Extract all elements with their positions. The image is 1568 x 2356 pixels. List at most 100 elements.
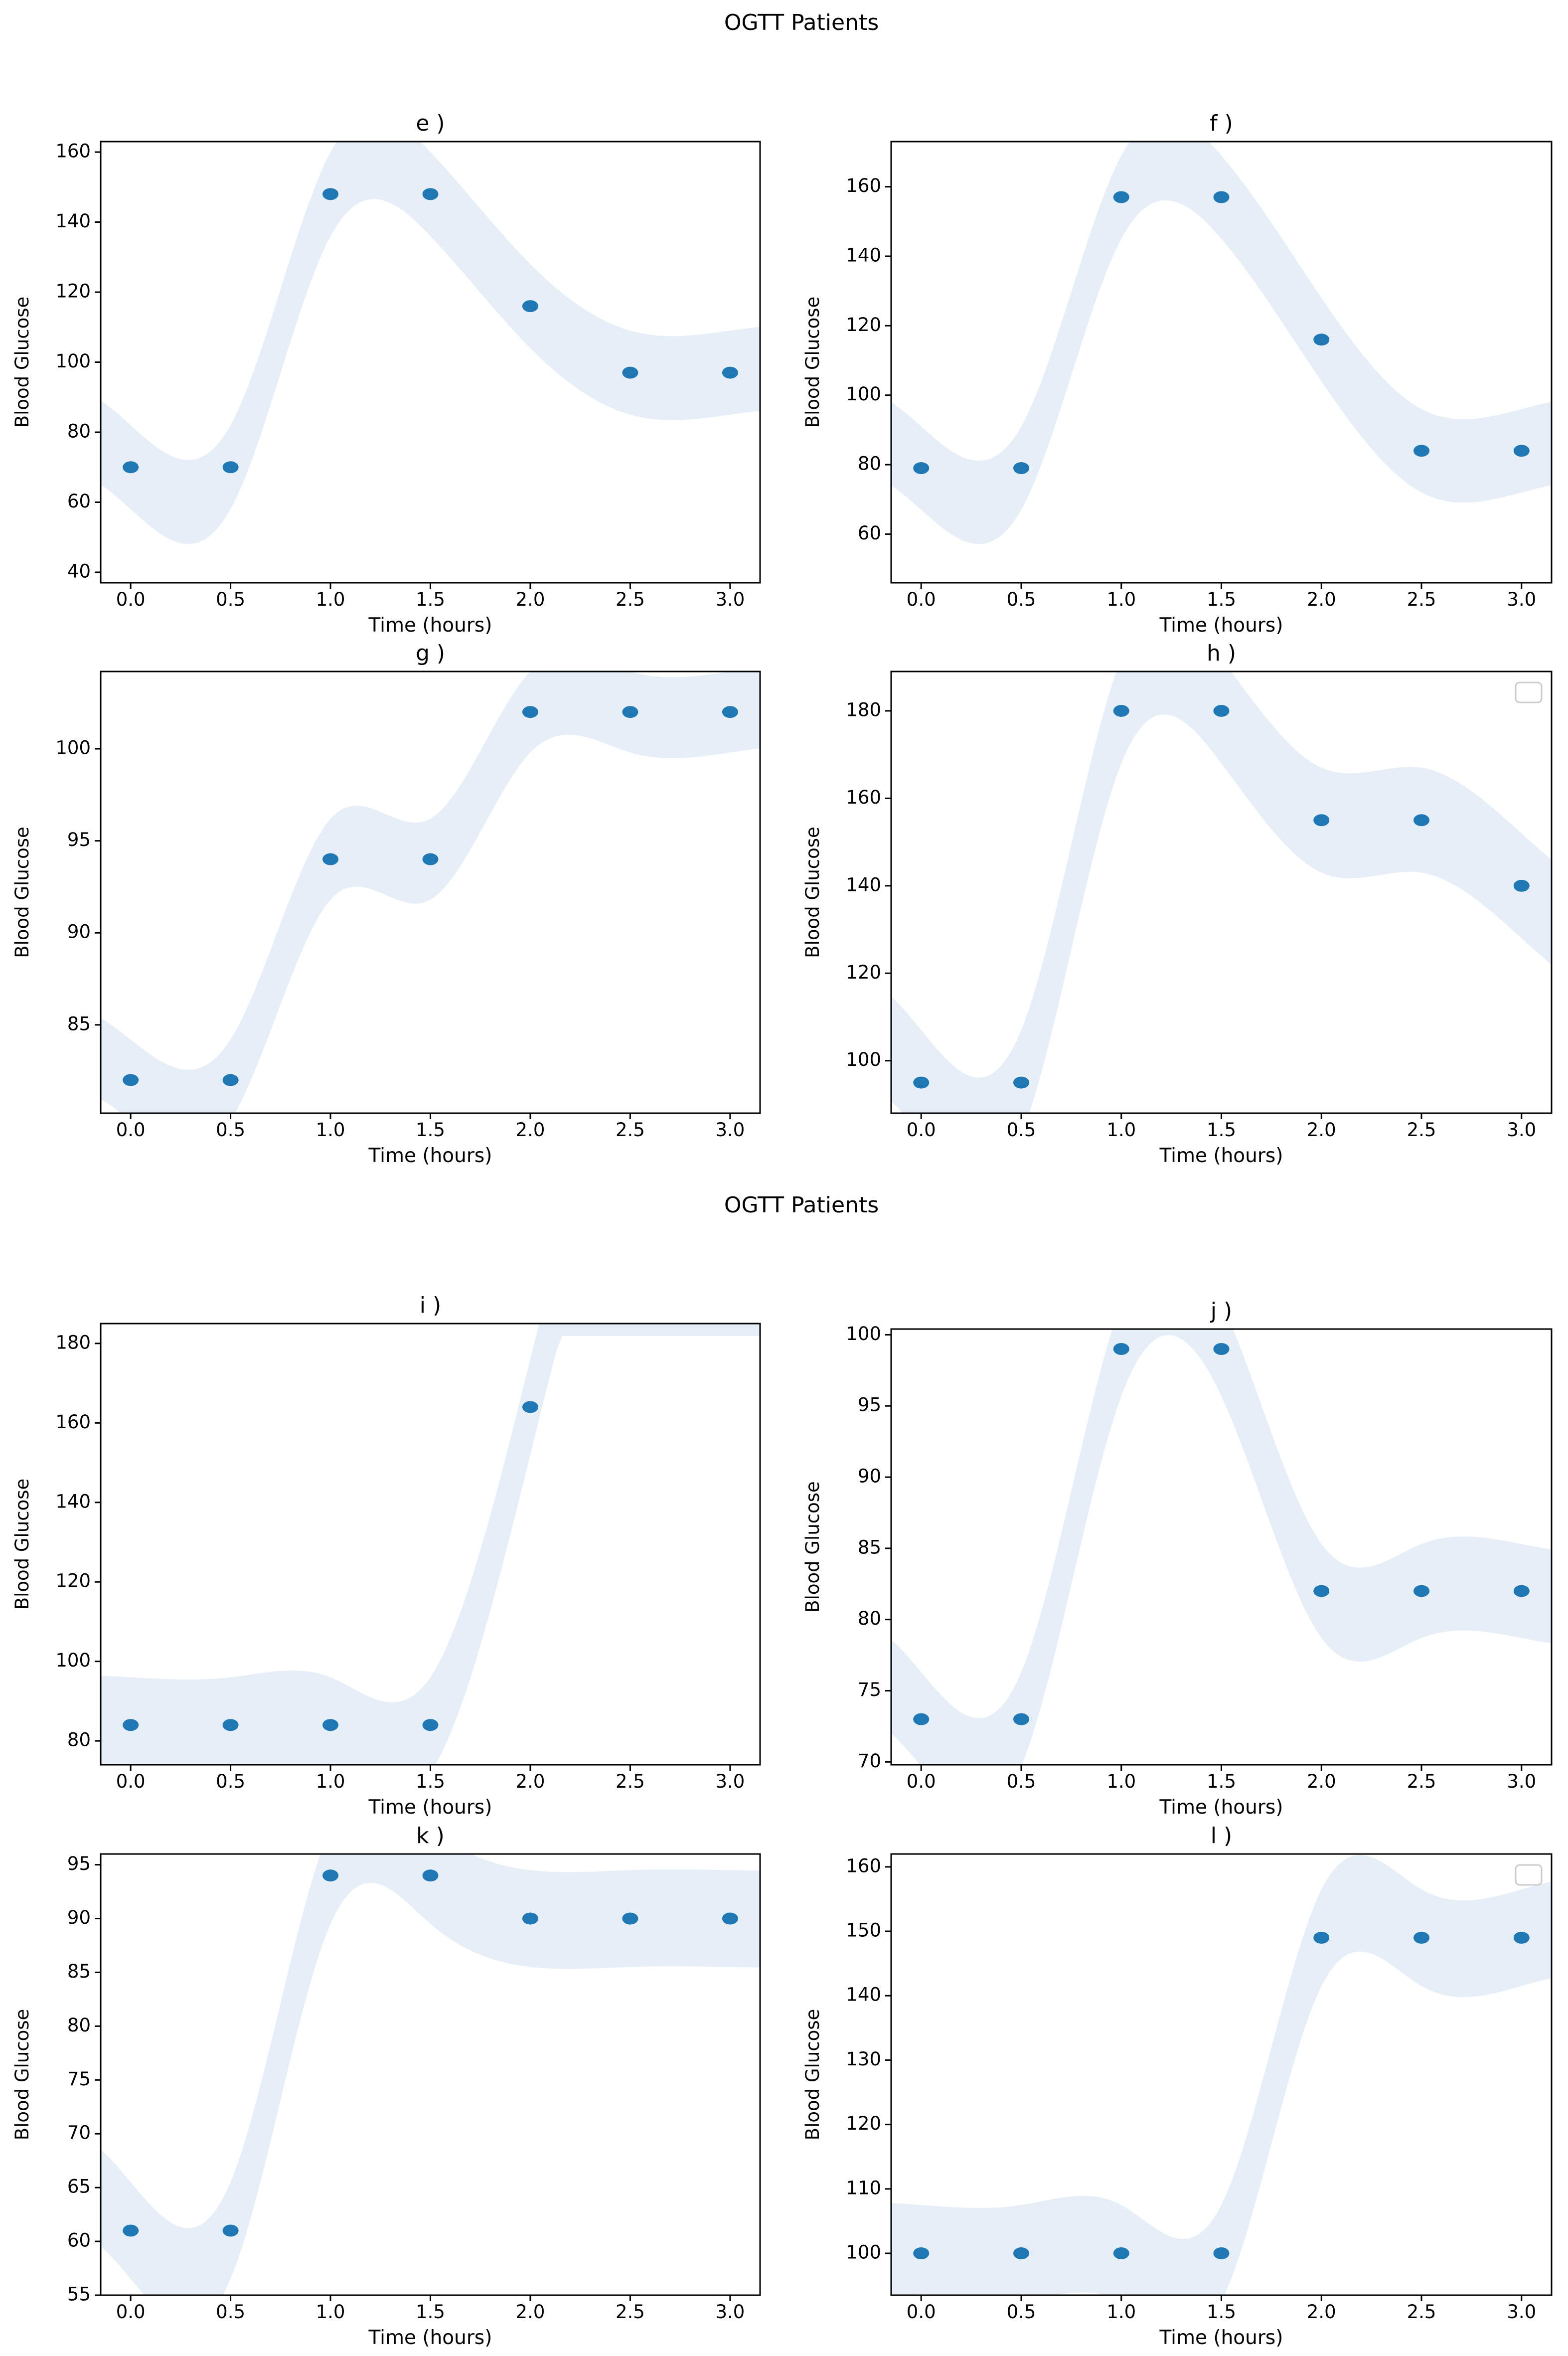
panel-title: l ) xyxy=(1211,1823,1232,1849)
panel-j: 0.0 0.5 1.0 1.5 2.0 2.5 3.0 70 75 80 85 90 95 100 j ) T… xyxy=(802,1298,1553,1819)
y-tick-label: 100 xyxy=(846,1049,881,1070)
y-tick-label: 120 xyxy=(846,2113,881,2134)
fit-band xyxy=(891,142,1552,544)
y-axis-label: Blood Glucose xyxy=(11,297,33,428)
data-point xyxy=(622,366,638,379)
data-point xyxy=(1513,445,1530,457)
fit-band xyxy=(101,1324,760,1765)
x-tick-label: 2.0 xyxy=(1307,1771,1336,1792)
x-tick-label: 0.0 xyxy=(907,2301,936,2323)
x-tick-label: 2.5 xyxy=(616,2301,645,2323)
y-tick-label: 85 xyxy=(858,1536,881,1558)
x-tick-label: 1.5 xyxy=(1207,589,1236,610)
panel-title: g ) xyxy=(416,641,445,666)
fit-band xyxy=(101,672,760,1113)
y-axis-label: Blood Glucose xyxy=(802,2009,823,2141)
x-tick-label: 2.5 xyxy=(1407,2301,1436,2323)
y-tick-label: 160 xyxy=(55,1411,91,1433)
x-tick-label: 2.0 xyxy=(516,1119,545,1141)
x-tick-label: 2.5 xyxy=(1407,1771,1436,1792)
x-tick-label: 1.5 xyxy=(1207,1119,1236,1141)
x-axis-label: Time (hours) xyxy=(368,2327,492,2349)
data-point xyxy=(1513,1931,1530,1944)
panel-f: 0.0 0.5 1.0 1.5 2.0 2.5 3.0 60 80 100 120 140 160 f )… xyxy=(802,111,1553,637)
y-tick-label: 140 xyxy=(846,1984,881,2006)
y-tick-label: 95 xyxy=(858,1394,881,1416)
panel-k: 0.0 0.5 1.0 1.5 2.0 2.5 3.0 55 60 65 70 75 80 85 90 95 k… xyxy=(11,1823,761,2349)
data-point xyxy=(222,461,239,474)
data-point xyxy=(522,300,538,313)
data-point xyxy=(1513,1585,1530,1597)
x-axis-label: Time (hours) xyxy=(368,1796,492,1819)
x-tick-label: 1.5 xyxy=(416,1771,445,1792)
y-tick-label: 90 xyxy=(67,921,91,943)
data-point xyxy=(1013,2247,1029,2260)
x-tick-label: 2.5 xyxy=(1407,1119,1436,1141)
x-tick-label: 1.0 xyxy=(316,1119,345,1141)
data-point xyxy=(1413,445,1430,457)
y-tick-label: 120 xyxy=(55,281,91,302)
data-point xyxy=(1113,704,1129,717)
y-tick-label: 60 xyxy=(67,2230,91,2251)
fit-band xyxy=(101,1854,760,2295)
y-tick-label: 110 xyxy=(846,2177,881,2198)
data-point xyxy=(1413,1931,1430,1944)
figure-title: OGTT Patients xyxy=(724,1192,879,1218)
data-point xyxy=(622,706,638,718)
x-tick-label: 2.0 xyxy=(1307,589,1336,610)
x-axis-label: Time (hours) xyxy=(1159,1145,1283,1167)
figure-title: OGTT Patients xyxy=(724,10,879,35)
x-tick-label: 1.5 xyxy=(416,1119,445,1141)
y-tick-label: 120 xyxy=(846,962,881,983)
data-point xyxy=(322,853,339,865)
x-tick-label: 0.0 xyxy=(116,589,146,610)
x-axis-label: Time (hours) xyxy=(368,1145,492,1167)
fit-band xyxy=(101,142,760,544)
x-tick-label: 3.0 xyxy=(1507,589,1536,610)
x-tick-label: 0.5 xyxy=(216,1119,245,1141)
data-point xyxy=(1313,334,1330,346)
x-tick-label: 0.0 xyxy=(116,1119,146,1141)
x-tick-label: 0.0 xyxy=(907,1771,936,1792)
y-tick-label: 100 xyxy=(55,1650,91,1671)
legend-box xyxy=(1515,681,1543,703)
data-point xyxy=(322,1869,339,1882)
y-tick-label: 75 xyxy=(858,1679,881,1700)
data-point xyxy=(722,706,738,718)
data-point xyxy=(1213,1343,1230,1355)
x-tick-label: 2.0 xyxy=(1307,1119,1336,1141)
data-point xyxy=(722,366,738,379)
y-tick-label: 140 xyxy=(846,874,881,895)
x-tick-label: 1.0 xyxy=(1106,1771,1136,1792)
x-axis-label: Time (hours) xyxy=(1159,1796,1283,1819)
x-tick-label: 0.0 xyxy=(116,1771,146,1792)
y-axis-label: Blood Glucose xyxy=(11,827,33,958)
x-axis-label: Time (hours) xyxy=(368,614,492,637)
y-tick-label: 95 xyxy=(67,1853,91,1874)
x-tick-label: 3.0 xyxy=(715,589,745,610)
y-axis-label: Blood Glucose xyxy=(802,1481,823,1613)
y-axis-label: Blood Glucose xyxy=(11,1479,33,1610)
x-tick-label: 1.5 xyxy=(1207,1771,1236,1792)
data-point xyxy=(422,1869,439,1882)
data-point xyxy=(1013,1713,1029,1725)
y-tick-label: 55 xyxy=(67,2284,91,2305)
y-tick-label: 85 xyxy=(67,1013,91,1034)
x-tick-label: 1.0 xyxy=(316,589,345,610)
data-point xyxy=(722,1912,738,1925)
x-tick-label: 0.5 xyxy=(1007,1771,1036,1792)
y-tick-label: 180 xyxy=(55,1332,91,1353)
y-tick-label: 70 xyxy=(858,1750,881,1772)
data-point xyxy=(1013,1076,1029,1089)
data-point xyxy=(1213,191,1230,203)
fit-band xyxy=(891,1854,1552,2295)
x-tick-label: 1.0 xyxy=(1106,589,1136,610)
y-tick-label: 80 xyxy=(67,1729,91,1751)
x-tick-label: 0.0 xyxy=(116,2301,146,2323)
data-point xyxy=(1213,704,1230,717)
y-tick-label: 160 xyxy=(846,787,881,808)
y-tick-label: 80 xyxy=(858,1608,881,1629)
x-tick-label: 3.0 xyxy=(715,1119,745,1141)
y-tick-label: 90 xyxy=(858,1466,881,1487)
y-tick-label: 120 xyxy=(55,1570,91,1592)
